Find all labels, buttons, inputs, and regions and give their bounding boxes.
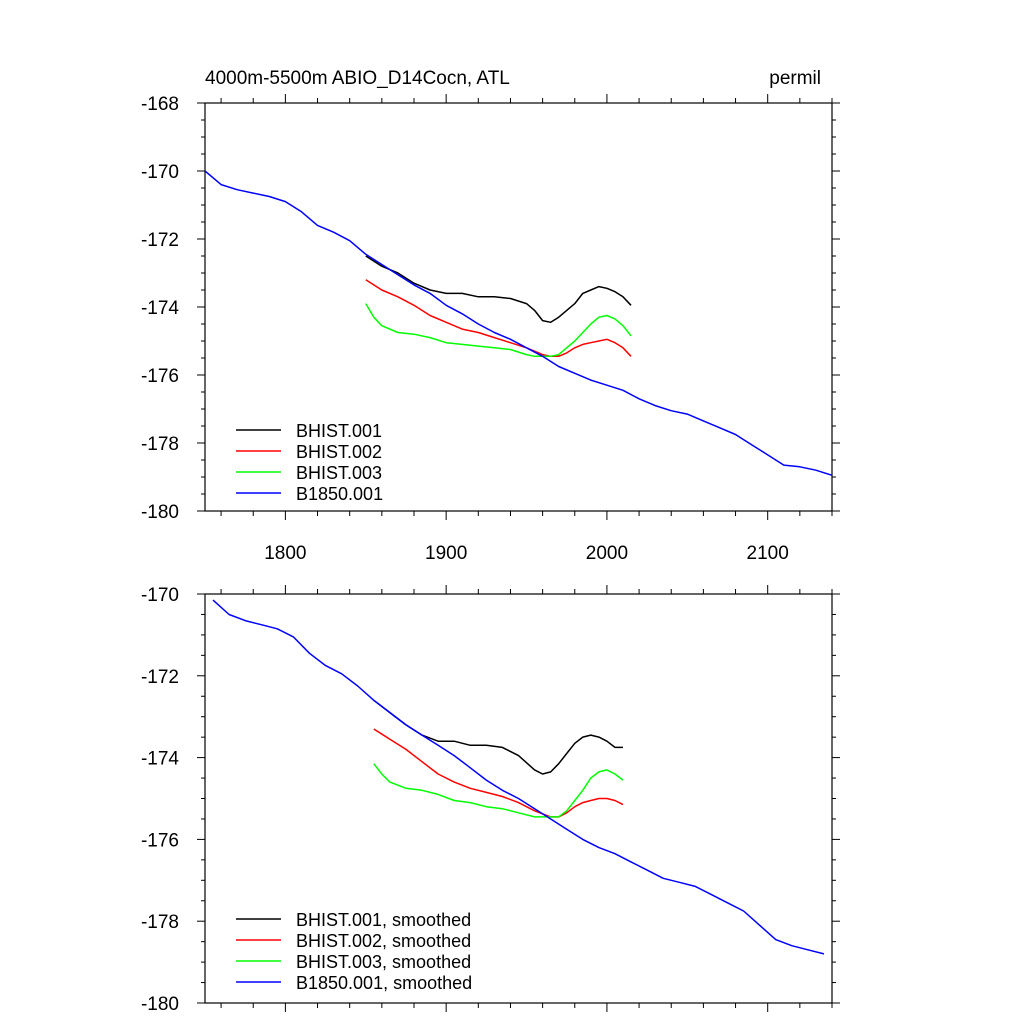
y-tick-label: -180 <box>141 994 179 1015</box>
legend-label: BHIST.001, smoothed <box>296 910 471 930</box>
y-tick-label: -168 <box>141 94 179 115</box>
y-tick-label: -176 <box>141 830 179 851</box>
chart-units: permil <box>769 68 821 89</box>
y-tick-label: -178 <box>141 434 179 455</box>
bottom-panel: -180 -178 -176 -174 -172 -170 BHIST.001, smoot… <box>141 585 840 1015</box>
x-tick-label: 1800 <box>264 543 306 564</box>
series-line-bhist-003 <box>373 763 624 818</box>
series-line-bhist-003 <box>365 303 632 358</box>
legend-label: B1850.001 <box>296 484 383 504</box>
series-line-b1850-001 <box>205 170 832 477</box>
y-tick-label: -174 <box>141 298 179 319</box>
y-tick-label: -180 <box>141 502 179 523</box>
series-line-bhist-001 <box>373 699 623 775</box>
y-tick-label: -170 <box>141 162 179 183</box>
y-tick-label: -174 <box>141 749 179 770</box>
legend-label: BHIST.002 <box>296 442 382 462</box>
series-line-bhist-002 <box>373 728 624 818</box>
chart-title: 4000m-5500m ABIO_D14Cocn, ATL <box>205 68 510 89</box>
series-line-b1850-001 <box>212 599 825 955</box>
top-panel: -180 -178 -176 -174 -172 -170 -168 1800 1900 2000… <box>141 94 840 564</box>
legend-label: BHIST.001 <box>296 421 382 441</box>
x-tick-label: 1900 <box>425 543 467 564</box>
legend-label: BHIST.003 <box>296 463 382 483</box>
series-line-bhist-002 <box>365 279 632 358</box>
x-tick-label: 2000 <box>586 543 628 564</box>
y-tick-label: -170 <box>141 585 179 606</box>
y-tick-label: -176 <box>141 366 179 387</box>
legend-label: BHIST.003, smoothed <box>296 952 471 972</box>
y-tick-label: -172 <box>141 667 179 688</box>
y-tick-label: -178 <box>141 912 179 933</box>
legend-label: B1850.001, smoothed <box>296 973 472 993</box>
y-tick-label: -172 <box>141 230 179 251</box>
series-line-bhist-001 <box>365 255 632 324</box>
legend-label: BHIST.002, smoothed <box>296 931 471 951</box>
x-tick-label: 2100 <box>747 543 789 564</box>
